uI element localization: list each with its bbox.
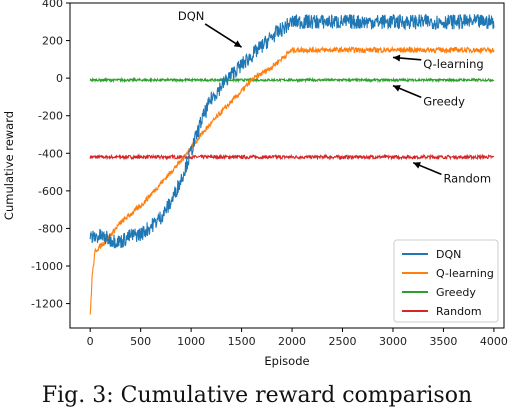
legend-label: Q-learning	[436, 267, 494, 280]
annotations: DQN Q-learning Greedy Random	[178, 9, 491, 186]
y-tick-label: -1200	[31, 298, 63, 311]
y-tick-label: 200	[42, 35, 63, 48]
annotation-arrow	[392, 84, 422, 99]
annotation-label: Greedy	[423, 94, 465, 108]
x-tick-label: 500	[130, 335, 151, 348]
y-axis-label: Cumulative reward	[2, 111, 16, 220]
x-tick-label: 3000	[379, 335, 407, 348]
plot-area	[89, 13, 495, 315]
x-tick-label: 2500	[329, 335, 357, 348]
y-tick-label: -200	[38, 110, 63, 123]
x-tick-label: 1000	[177, 335, 205, 348]
x-tick-label: 4000	[480, 335, 508, 348]
x-tick-label: 2000	[278, 335, 306, 348]
annotation-label: Random	[443, 171, 491, 185]
annotation-arrow	[392, 54, 422, 62]
y-tick-label: 400	[42, 0, 63, 10]
axes: 0 500 1000 1500 2000 2500 3000 3500 40004002000-…	[2, 0, 508, 368]
series-line-random	[89, 153, 495, 161]
x-tick-label: 3500	[429, 335, 457, 348]
legend-label: DQN	[436, 248, 461, 261]
legend-box	[393, 239, 499, 323]
y-tick-label: -800	[38, 222, 63, 235]
y-tick-label: -1000	[31, 260, 63, 273]
figure-caption: Fig. 3: Cumulative reward comparison	[41, 383, 473, 408]
series-line-dqn	[89, 13, 495, 249]
x-axis-label: Episode	[264, 354, 309, 368]
series-line-greedy	[89, 76, 495, 84]
annotation-label: DQN	[178, 9, 205, 23]
annotation-label: Q-learning	[423, 57, 483, 71]
series-line-q-learning	[89, 45, 495, 315]
legend: DQN Q-learning Greedy Random	[393, 239, 499, 323]
legend-label: Random	[436, 305, 482, 318]
annotation-arrow	[204, 23, 243, 48]
y-tick-label: -400	[38, 147, 63, 160]
x-tick-label: 1500	[228, 335, 256, 348]
y-tick-label: 0	[56, 72, 63, 85]
annotation-arrow	[412, 161, 442, 176]
cumulative-reward-chart: 0 500 1000 1500 2000 2500 3000 3500 40004002000-…	[2, 0, 508, 368]
x-tick-label: 0	[87, 335, 94, 348]
plot-frame	[69, 2, 505, 329]
legend-label: Greedy	[436, 286, 476, 299]
y-tick-label: -600	[38, 185, 63, 198]
